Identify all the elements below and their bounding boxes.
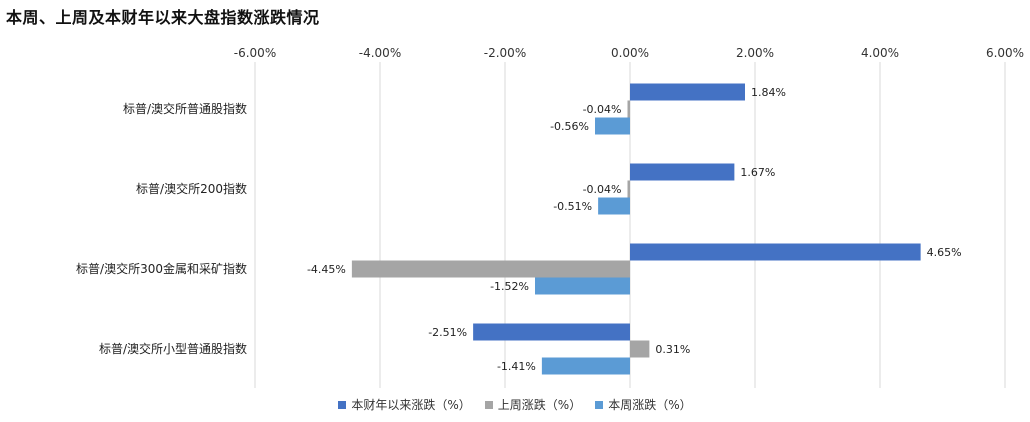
x-tick-label: -2.00% <box>484 46 526 60</box>
legend-item: 上周涨跌（%） <box>484 396 582 413</box>
legend-label: 本周涨跌（%） <box>608 398 692 412</box>
x-tick-label: 0.00% <box>611 46 649 60</box>
bar <box>351 260 630 278</box>
legend-item: 本周涨跌（%） <box>595 396 692 413</box>
x-tick-label: 2.00% <box>736 46 774 60</box>
legend-label: 本财年以来涨跌（%） <box>351 398 471 412</box>
legend-item: 本财年以来涨跌（%） <box>338 396 471 413</box>
bar <box>598 197 630 215</box>
bar <box>630 243 921 261</box>
data-label: -0.04% <box>583 103 622 116</box>
bar <box>630 83 745 101</box>
chart-legend: 本财年以来涨跌（%） 上周涨跌（%） 本周涨跌（%） <box>0 396 1030 413</box>
data-label: -1.41% <box>497 360 536 373</box>
data-label: -4.45% <box>307 263 346 276</box>
data-label: -2.51% <box>428 326 467 339</box>
bar <box>627 100 630 118</box>
bar <box>473 323 630 341</box>
legend-label: 上周涨跌（%） <box>497 398 582 412</box>
data-label: -0.51% <box>553 200 592 213</box>
category-label: 标普/澳交所300金属和采矿指数 <box>76 261 247 276</box>
bar <box>630 340 650 358</box>
x-tick-label: 4.00% <box>861 46 899 60</box>
bar <box>630 163 735 181</box>
bar <box>595 117 630 135</box>
category-label: 标普/澳交所普通股指数 <box>123 101 247 116</box>
data-label: 4.65% <box>927 246 962 259</box>
x-tick-label: -6.00% <box>234 46 276 60</box>
legend-swatch <box>338 400 347 409</box>
data-label: -0.04% <box>583 183 622 196</box>
chart-title: 本周、上周及本财年以来大盘指数涨跌情况 <box>6 8 320 27</box>
data-label: 1.67% <box>740 166 775 179</box>
x-tick-label: 6.00% <box>986 46 1024 60</box>
data-label: 0.31% <box>655 343 690 356</box>
legend-swatch <box>595 400 604 409</box>
data-label: -1.52% <box>490 280 529 293</box>
data-label: 1.84% <box>751 86 786 99</box>
legend-swatch <box>484 400 493 409</box>
bar <box>627 180 630 198</box>
bar <box>535 277 630 295</box>
bar <box>541 357 630 375</box>
data-label: -0.56% <box>550 120 589 133</box>
category-label: 标普/澳交所小型普通股指数 <box>99 341 247 356</box>
category-label: 标普/澳交所200指数 <box>136 181 247 196</box>
bar-chart: -6.00% -4.00% -2.00% 0.00% 2.00% 4.00% 6.00% 标普… <box>76 46 1024 388</box>
x-tick-label: -4.00% <box>359 46 401 60</box>
